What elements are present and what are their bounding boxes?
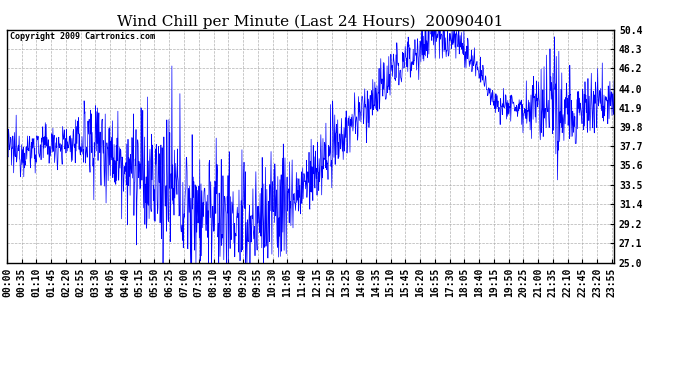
- Title: Wind Chill per Minute (Last 24 Hours)  20090401: Wind Chill per Minute (Last 24 Hours) 20…: [117, 15, 504, 29]
- Text: Copyright 2009 Cartronics.com: Copyright 2009 Cartronics.com: [10, 32, 155, 41]
